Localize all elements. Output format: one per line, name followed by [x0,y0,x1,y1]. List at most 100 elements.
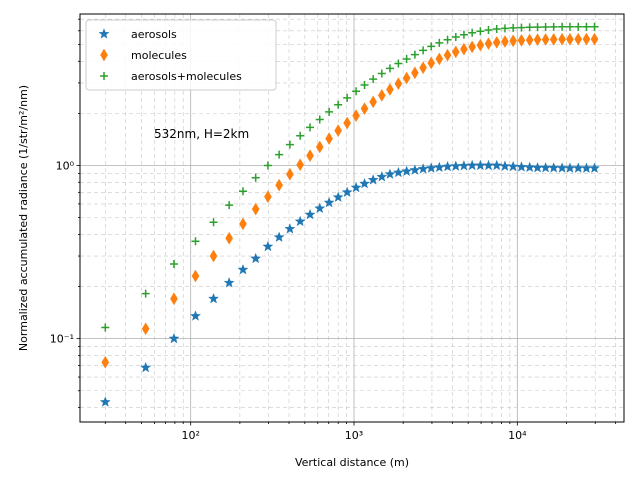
data-point [273,231,285,242]
data-point [517,23,526,32]
data-point [525,33,534,47]
series-aerosols-molecules [101,22,599,332]
data-point [411,66,419,80]
series-aerosols [99,159,601,407]
grid [80,14,624,422]
data-point [556,162,568,173]
data-point [250,252,262,264]
data-point [315,115,324,124]
data-point [401,165,413,177]
data-point [223,277,235,288]
data-point [501,35,509,48]
data-point [565,22,574,31]
data-point [377,89,386,102]
data-point [507,160,519,172]
data-point [474,159,486,171]
data-point [394,59,403,68]
data-point [140,361,152,373]
legend-label-molecules: molecules [131,49,187,62]
data-point [443,35,452,44]
data-point [294,215,306,227]
data-point [376,171,388,182]
data-point [350,181,362,193]
data-point [352,109,360,123]
chart-annotation: 532nm, H=2km [154,127,249,141]
data-point [580,162,592,173]
data-point [360,102,369,116]
data-point [352,87,361,96]
data-point [394,77,403,91]
data-point [476,38,485,52]
legend-marker [100,72,108,80]
data-point [417,163,429,174]
data-point [402,71,411,85]
data-point [296,158,304,172]
data-point [285,140,294,149]
data-point [392,166,404,178]
data-point [548,162,560,173]
data-point [239,217,247,231]
data-point [409,164,421,175]
x-axis-label: Vertical distance (m) [295,456,409,469]
data-point [572,162,584,173]
data-point [377,69,386,78]
data-point [314,202,326,214]
data-point [451,33,460,42]
data-point [459,30,468,39]
data-point [262,240,274,252]
data-point [476,27,485,36]
legend: aerosols molecules aerosols+molecules [85,19,277,91]
data-point [433,161,445,173]
data-point [385,64,394,73]
data-point [410,50,419,59]
data-point [237,263,249,275]
y-tick-label: 10⁰ [56,160,75,173]
data-point [533,23,542,32]
data-point [442,160,454,172]
data-point [500,24,509,33]
data-point [425,162,437,173]
data-point [484,26,493,35]
legend-marker [100,48,108,62]
data-point [263,161,272,170]
data-point [238,187,247,196]
data-point [460,42,468,56]
data-point [427,42,436,51]
data-point [484,37,493,50]
data-point [435,52,444,66]
data-point [225,231,233,245]
data-point [468,28,477,37]
data-point [566,32,574,46]
data-point [525,23,534,32]
data-point [264,190,272,204]
data-point [191,237,200,246]
data-point [509,23,518,32]
data-point [101,355,110,369]
data-point [491,159,503,171]
data-point [386,83,394,96]
data-point [306,149,314,163]
data-point [341,186,353,197]
x-tick-label: 10³ [345,429,363,442]
y-tick-label: 10⁻¹ [50,333,74,346]
data-point [532,162,544,173]
data-point [284,223,296,234]
data-point [574,22,583,31]
data-point [170,292,178,306]
data-point [435,38,444,47]
data-point [334,124,343,138]
data-point [251,173,260,182]
data-point [549,22,558,31]
data-point [325,107,334,116]
data-point [574,32,583,46]
data-point [451,45,460,59]
x-tick-label: 10² [181,429,199,442]
data-point [296,131,305,140]
data-point [189,310,201,321]
x-tick-label: 10⁴ [508,429,527,442]
data-point [168,332,180,344]
data-point [306,123,315,132]
data-point [492,36,501,49]
data-point [515,161,527,172]
